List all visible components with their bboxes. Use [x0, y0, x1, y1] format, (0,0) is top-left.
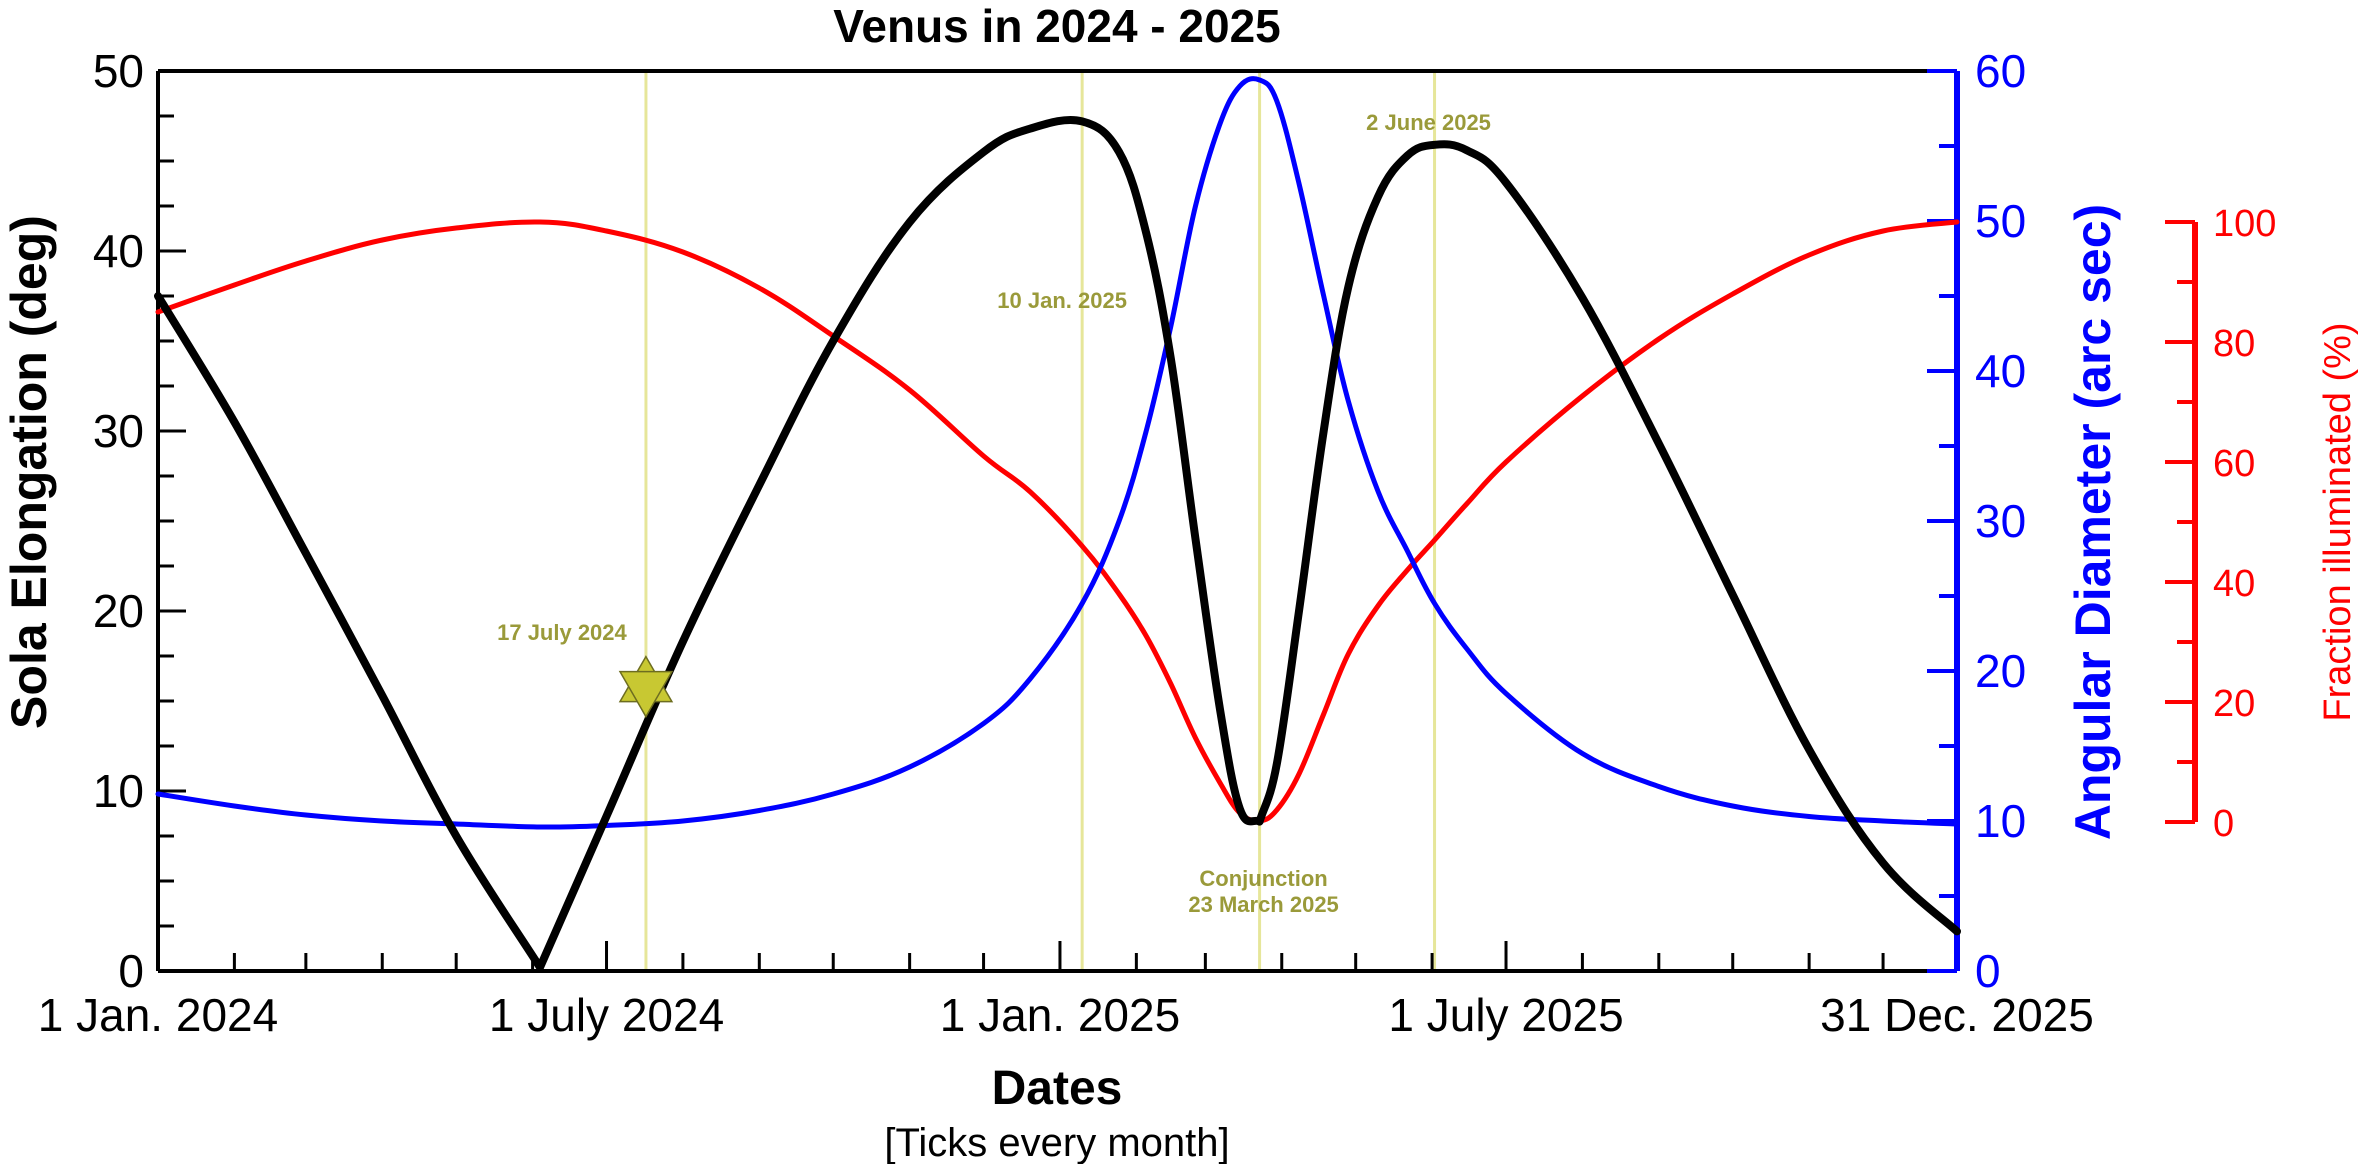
- labels-group: 1 Jan. 2024 1 July 2024 1 Jan. 2025 1 July …: [38, 45, 2277, 1041]
- star-marker-group: [618, 655, 674, 719]
- red-tick-label-3: 60: [2213, 443, 2255, 485]
- blue-tick-label-2: 20: [1975, 645, 2026, 697]
- blue-tick-label-1: 10: [1975, 795, 2026, 847]
- event-lines: [644, 71, 1437, 971]
- chart-title: Venus in 2024 - 2025: [833, 0, 1281, 52]
- left-tick-label-3: 30: [93, 405, 144, 457]
- star-marker-down: [618, 670, 674, 719]
- left-tick-label-0: 0: [118, 945, 144, 997]
- red-tick-label-2: 40: [2213, 563, 2255, 605]
- left-axis-title: Sola Elongation (deg): [1, 215, 57, 729]
- blue-tick-label-6: 60: [1975, 45, 2026, 97]
- left-tick-label-5: 50: [93, 45, 144, 97]
- x-tick-label-3: 1 July 2025: [1388, 989, 1623, 1041]
- red-tick-label-0: 0: [2213, 803, 2234, 845]
- red-tick-label-5: 100: [2213, 203, 2276, 245]
- series-fraction-illuminated: [155, 219, 1960, 824]
- x-tick-label-2: 1 Jan. 2025: [940, 989, 1180, 1041]
- blue-axis-title: Angular Diameter (arc sec): [2065, 204, 2121, 840]
- plot-frame: [156, 69, 2198, 973]
- red-tick-label-1: 20: [2213, 683, 2255, 725]
- event-label-2-line2: 23 March 2025: [1188, 892, 1338, 917]
- event-label-3: 2 June 2025: [1366, 110, 1491, 135]
- blue-tick-label-3: 30: [1975, 495, 2026, 547]
- blue-tick-label-5: 50: [1975, 195, 2026, 247]
- event-label-0: 17 July 2024: [497, 620, 627, 645]
- x-axis-title: Dates: [992, 1062, 1123, 1115]
- series-group: [154, 76, 1961, 972]
- blue-tick-label-0: 0: [1975, 945, 2001, 997]
- blue-tick-label-4: 40: [1975, 345, 2026, 397]
- event-label-1: 10 Jan. 2025: [997, 288, 1127, 313]
- series-solar-elongation: [154, 115, 1961, 972]
- red-tick-label-4: 80: [2213, 323, 2255, 365]
- series-angular-diameter: [155, 76, 1960, 830]
- left-tick-label-1: 10: [93, 765, 144, 817]
- x-tick-label-1: 1 July 2024: [489, 989, 724, 1041]
- left-tick-label-2: 20: [93, 585, 144, 637]
- x-tick-label-4: 31 Dec. 2025: [1820, 989, 2094, 1041]
- left-tick-label-4: 40: [93, 225, 144, 277]
- x-axis-note: [Ticks every month]: [884, 1121, 1229, 1164]
- red-axis-title: Fraction illuminated (%): [2317, 322, 2359, 721]
- x-tick-label-0: 1 Jan. 2024: [38, 989, 278, 1041]
- event-label-2: Conjunction: [1199, 866, 1327, 891]
